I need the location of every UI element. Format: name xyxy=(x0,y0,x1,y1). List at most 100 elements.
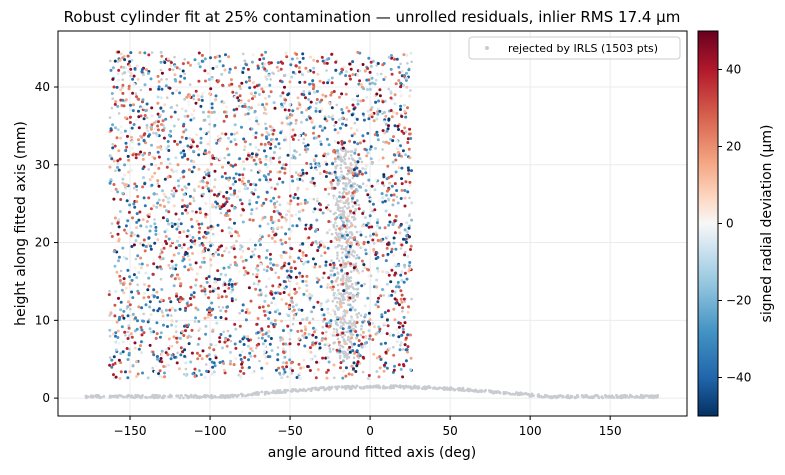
inlier-point xyxy=(202,256,206,260)
inlier-point xyxy=(305,284,309,287)
inlier-point xyxy=(132,202,136,206)
rejected-point xyxy=(472,389,476,393)
inlier-point xyxy=(143,283,146,286)
inlier-point xyxy=(286,153,290,157)
inlier-point xyxy=(297,342,301,346)
inlier-point xyxy=(188,194,192,198)
inlier-point xyxy=(320,338,324,342)
inlier-point xyxy=(183,154,187,158)
inlier-point xyxy=(395,327,399,331)
rejected-point xyxy=(339,167,343,170)
inlier-point xyxy=(158,335,162,339)
inlier-point xyxy=(119,308,123,312)
inlier-point xyxy=(333,273,337,277)
inlier-point xyxy=(133,67,137,70)
rejected-point xyxy=(330,232,334,236)
rejected-point xyxy=(121,78,124,81)
inlier-point xyxy=(239,374,243,378)
inlier-point xyxy=(309,350,313,354)
rejected-point xyxy=(355,268,359,271)
inlier-point xyxy=(333,196,337,200)
inlier-point xyxy=(290,214,294,218)
inlier-point xyxy=(229,193,233,197)
inlier-point xyxy=(111,363,115,367)
inlier-point xyxy=(384,114,388,118)
inlier-point xyxy=(387,294,391,298)
rejected-point xyxy=(601,396,605,400)
inlier-point xyxy=(390,184,394,188)
inlier-point xyxy=(244,113,248,116)
inlier-point xyxy=(348,244,352,248)
inlier-point xyxy=(357,207,361,211)
rejected-point xyxy=(350,315,353,319)
inlier-point xyxy=(161,119,165,123)
rejected-point xyxy=(352,385,356,389)
inlier-point xyxy=(358,170,362,174)
inlier-point xyxy=(280,166,284,170)
inlier-point xyxy=(378,226,382,230)
inlier-point xyxy=(358,141,362,145)
inlier-point xyxy=(227,83,231,87)
inlier-point xyxy=(159,50,163,54)
inlier-point xyxy=(376,110,379,114)
rejected-point xyxy=(134,393,138,397)
inlier-point xyxy=(181,69,185,73)
rejected-point xyxy=(335,103,339,107)
inlier-point xyxy=(225,211,228,215)
inlier-point xyxy=(242,372,246,375)
inlier-point xyxy=(180,135,184,139)
rejected-point xyxy=(229,393,233,397)
inlier-point xyxy=(397,154,401,157)
inlier-point xyxy=(200,53,204,57)
inlier-point xyxy=(405,71,408,75)
rejected-point xyxy=(351,283,354,286)
rejected-point xyxy=(339,232,343,235)
inlier-point xyxy=(334,279,338,283)
inlier-point xyxy=(359,83,363,86)
inlier-point xyxy=(183,265,187,269)
inlier-point xyxy=(336,316,339,319)
inlier-point xyxy=(176,239,179,243)
inlier-point xyxy=(247,108,251,111)
inlier-point xyxy=(170,259,174,263)
inlier-point xyxy=(172,170,175,174)
inlier-point xyxy=(216,80,220,84)
rejected-point xyxy=(223,249,226,253)
inlier-point xyxy=(256,331,260,335)
rejected-point xyxy=(352,300,355,303)
inlier-point xyxy=(198,327,202,331)
inlier-point xyxy=(167,210,171,214)
inlier-point xyxy=(133,182,137,186)
rejected-point xyxy=(354,160,357,163)
inlier-point xyxy=(318,164,321,168)
inlier-point xyxy=(361,112,365,116)
inlier-point xyxy=(147,153,151,156)
rejected-point xyxy=(159,277,163,281)
inlier-point xyxy=(147,53,151,57)
inlier-point xyxy=(159,106,163,110)
inlier-point xyxy=(262,201,266,205)
inlier-point xyxy=(339,266,343,269)
inlier-point xyxy=(248,218,252,222)
inlier-point xyxy=(222,195,226,198)
inlier-point xyxy=(170,225,174,228)
rejected-point xyxy=(340,244,344,248)
rejected-point xyxy=(488,390,492,394)
inlier-point xyxy=(286,275,290,279)
inlier-point xyxy=(123,58,127,62)
inlier-point xyxy=(304,254,308,257)
inlier-point xyxy=(160,71,164,75)
inlier-point xyxy=(327,101,331,105)
rejected-point xyxy=(193,188,196,191)
inlier-point xyxy=(116,336,120,339)
rejected-point xyxy=(138,262,141,266)
inlier-point xyxy=(210,106,214,110)
inlier-point xyxy=(377,375,381,379)
rejected-point xyxy=(169,395,173,399)
inlier-point xyxy=(268,170,272,174)
inlier-point xyxy=(195,234,199,238)
rejected-point xyxy=(345,277,348,281)
inlier-point xyxy=(290,299,294,303)
inlier-point xyxy=(362,118,366,122)
